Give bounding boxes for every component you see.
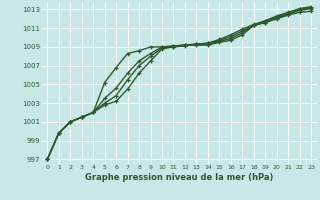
X-axis label: Graphe pression niveau de la mer (hPa): Graphe pression niveau de la mer (hPa): [85, 173, 273, 182]
